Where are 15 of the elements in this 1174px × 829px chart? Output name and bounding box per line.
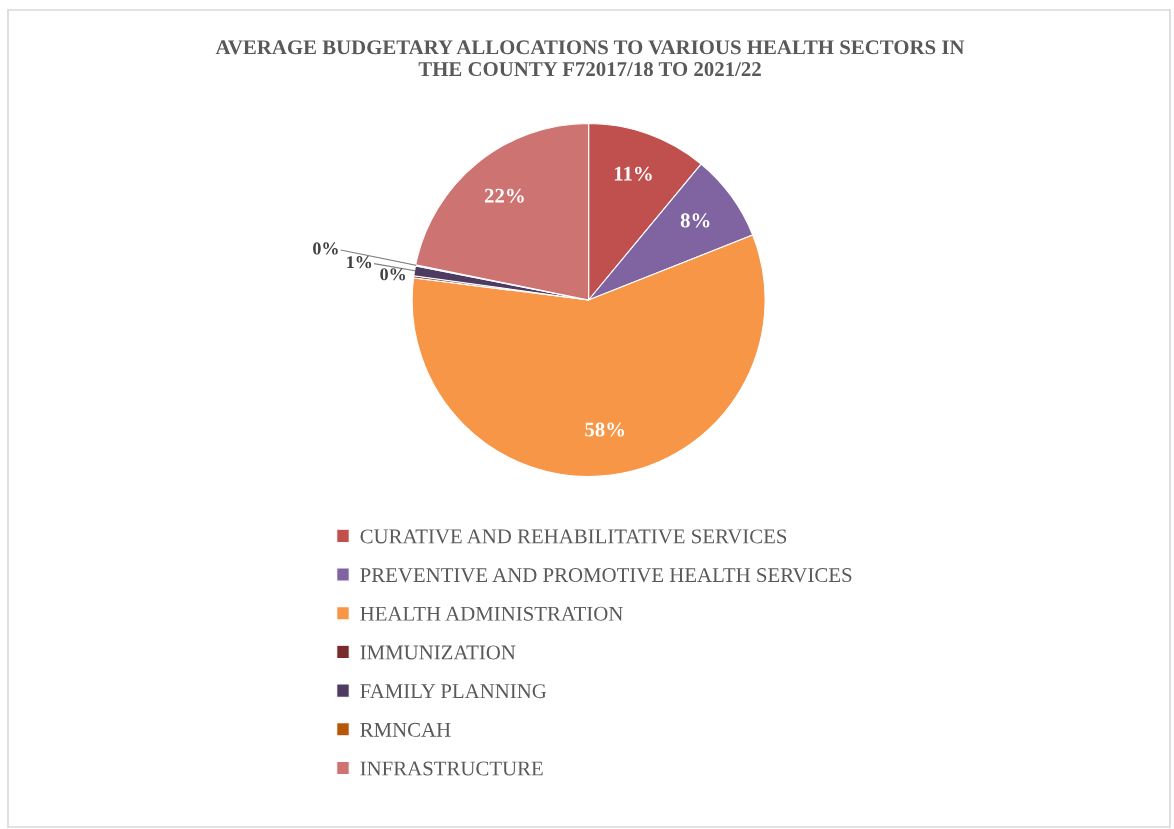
legend-label: CURATIVE AND REHABILITATIVE SERVICES <box>360 529 787 544</box>
data-label: 0% <box>313 242 338 255</box>
legend-label: INFRASTRUCTURE <box>360 761 543 776</box>
data-label: 0% <box>380 268 405 281</box>
legend-label: FAMILY PLANNING <box>360 684 547 699</box>
legend-label: HEALTH ADMINISTRATION <box>360 606 623 621</box>
data-label: 58% <box>585 422 625 437</box>
data-label: 22% <box>484 188 524 203</box>
chart-title: AVERAGE BUDGETARY ALLOCATIONS TO VARIOUS HEALTH SECTORS IN THE COUNTY F72017/18 TO 2021/22 <box>215 40 965 77</box>
data-label: 11% <box>614 166 652 181</box>
data-label: 8% <box>680 213 710 228</box>
legend-label: PREVENTIVE AND PROMOTIVE HEALTH SERVICES <box>360 568 852 583</box>
data-label: 1% <box>347 256 372 269</box>
legend-label: RMNCAH <box>360 722 451 737</box>
legend-label: IMMUNIZATION <box>360 645 516 660</box>
